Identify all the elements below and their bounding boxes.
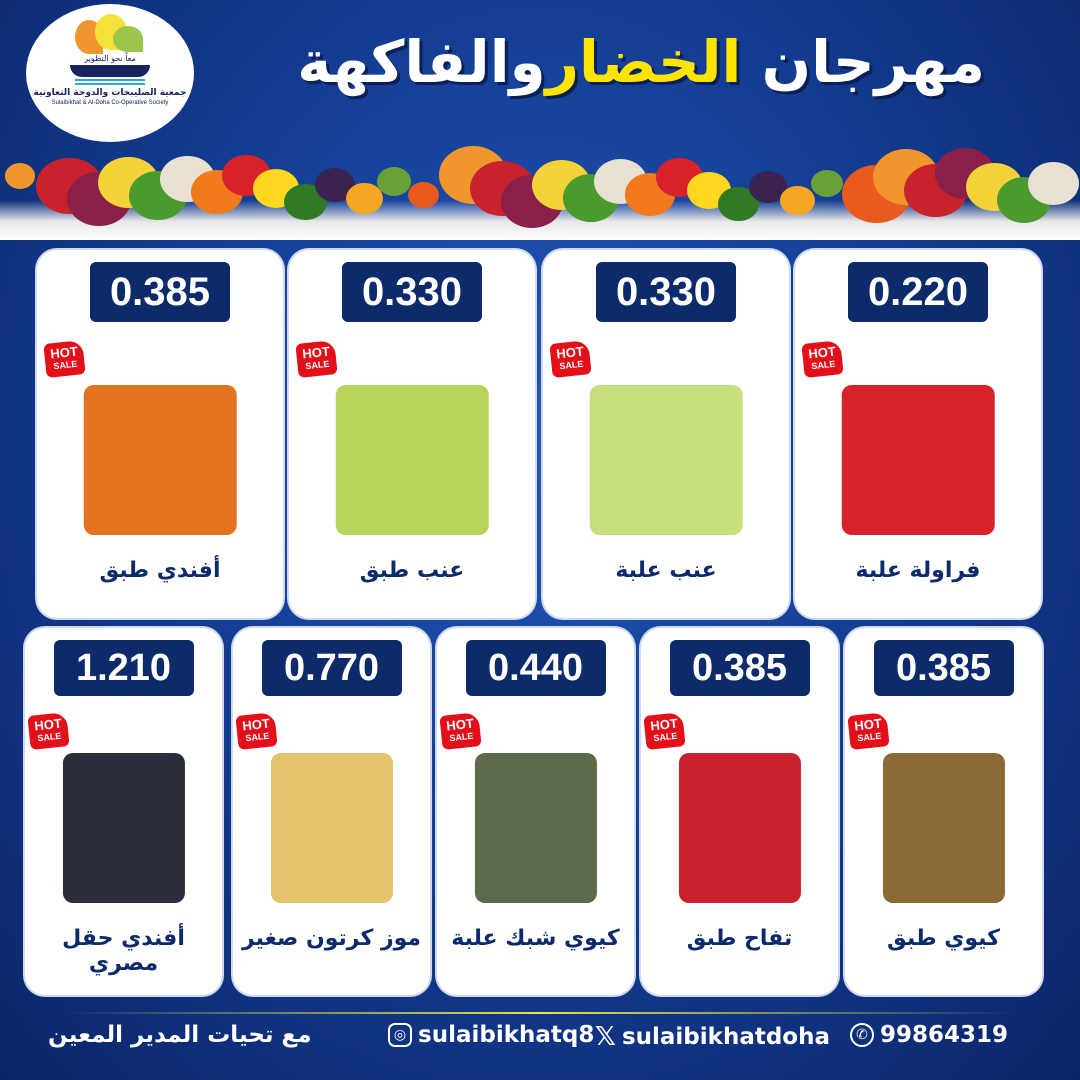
instagram-handle: sulaibikhatq8 <box>418 1022 595 1048</box>
product-card[interactable]: 0.385 HOT SALE تفاح طبق <box>641 628 838 995</box>
hot-sale-badge: HOT SALE <box>847 712 891 750</box>
hot-sale-badge: HOT SALE <box>295 340 339 378</box>
fruit-shape <box>377 167 411 196</box>
price-box: 0.385 <box>669 640 810 696</box>
fruit-shape <box>1028 161 1079 205</box>
title-highlight: الخضار <box>545 28 742 96</box>
product-image <box>62 753 185 903</box>
fruit-shape <box>811 170 843 198</box>
whatsapp-icon: ✆ <box>850 1023 874 1047</box>
product-image <box>589 385 743 535</box>
fruit-shape <box>408 181 439 208</box>
title-part1: مهرجان <box>761 28 985 96</box>
product-name: عنب طبق <box>359 558 465 583</box>
product-card[interactable]: 0.330 HOT SALE عنب علبة <box>543 250 789 618</box>
footer-divider <box>60 1012 1020 1014</box>
product-image <box>83 385 237 535</box>
title-part2: والفاكهة <box>297 28 546 96</box>
product-image <box>335 385 489 535</box>
product-card[interactable]: 0.330 HOT SALE عنب طبق <box>289 250 535 618</box>
hot-sale-badge: HOT SALE <box>27 712 71 750</box>
logo-name-en: Sulaibikhat & Al-Doha Co-Operative Socie… <box>51 100 169 106</box>
product-image <box>882 753 1005 903</box>
logo-boat <box>70 65 150 77</box>
hot-sale-badge: HOT SALE <box>235 712 279 750</box>
hot-sale-badge: HOT SALE <box>43 340 87 378</box>
product-name: كيوي طبق <box>887 926 1000 951</box>
product-name: عنب علبة <box>615 558 717 583</box>
fruit-banner <box>0 108 1080 240</box>
product-card[interactable]: 0.385 HOT SALE أفندي طبق <box>37 250 283 618</box>
product-name: فراولة علبة <box>855 558 981 583</box>
logo-name-ar: جمعية الصليبخات والدوحة التعاونية <box>33 88 187 98</box>
product-card[interactable]: 1.210 HOT SALE أفندي حقل مصري <box>25 628 222 995</box>
logo: معاً نحو التطوير جمعية الصليبخات والدوحة… <box>26 4 194 142</box>
product-card[interactable]: 0.220 HOT SALE فراولة علبة <box>795 250 1041 618</box>
hot-sale-badge: HOT SALE <box>801 340 845 378</box>
product-image <box>678 753 801 903</box>
footer-greeting: مع تحيات المدير المعين <box>48 1022 312 1048</box>
product-card[interactable]: 0.385 HOT SALE كيوي طبق <box>845 628 1042 995</box>
product-card[interactable]: 0.770 HOT SALE موز كرتون صغير <box>233 628 430 995</box>
x-handle: sulaibikhatdoha <box>621 1024 830 1050</box>
hot-sale-badge: HOT SALE <box>549 340 593 378</box>
whatsapp-number: 99864319 <box>880 1022 1009 1048</box>
price-box: 1.210 <box>53 640 194 696</box>
greeting-text: مع تحيات المدير المعين <box>48 1022 312 1048</box>
price-box: 0.220 <box>848 262 988 322</box>
product-card[interactable]: 0.440 HOT SALE كيوي شبك علبة <box>437 628 634 995</box>
price-box: 0.385 <box>873 640 1014 696</box>
product-name: تفاح طبق <box>686 926 793 951</box>
hot-sale-badge: HOT SALE <box>439 712 483 750</box>
product-image <box>474 753 597 903</box>
logo-waves <box>75 79 145 85</box>
price-box: 0.440 <box>465 640 606 696</box>
product-name: أفندي حقل مصري <box>62 926 185 976</box>
price-box: 0.385 <box>90 262 230 322</box>
product-image <box>270 753 393 903</box>
x-icon: 𝕏 <box>595 1022 616 1052</box>
instagram-icon: ◎ <box>388 1023 412 1047</box>
price-box: 0.770 <box>261 640 402 696</box>
logo-sails <box>75 14 145 54</box>
product-name: موز كرتون صغير <box>241 926 422 951</box>
price-box: 0.330 <box>596 262 736 322</box>
product-name: كيوي شبك علبة <box>451 926 620 951</box>
whatsapp-link[interactable]: ✆ 99864319 <box>850 1022 1008 1048</box>
price-box: 0.330 <box>342 262 482 322</box>
product-image <box>841 385 995 535</box>
fruit-shape <box>346 182 383 214</box>
fruit-shape <box>780 185 815 216</box>
product-name: أفندي طبق <box>99 558 221 583</box>
page-title: مهرجان الخضاروالفاكهة <box>297 28 985 96</box>
instagram-link[interactable]: ◎ sulaibikhatq8 <box>388 1022 594 1048</box>
hot-sale-badge: HOT SALE <box>643 712 687 750</box>
fruit-shape <box>5 163 35 189</box>
logo-slogan: معاً نحو التطوير <box>84 54 136 63</box>
